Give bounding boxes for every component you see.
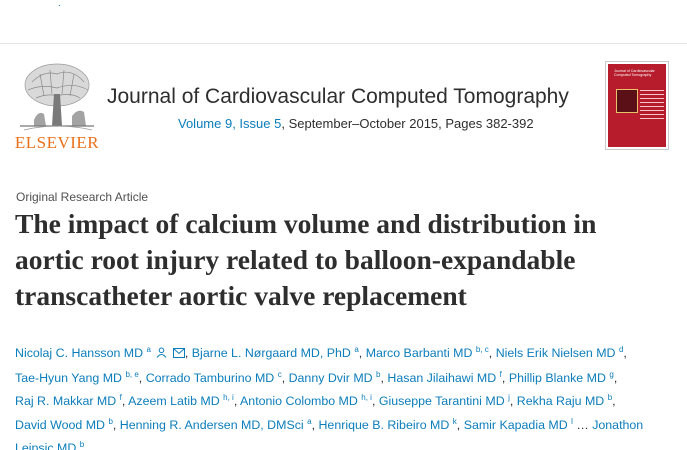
affiliation-sup[interactable]: h, i [223,393,234,402]
author-link[interactable]: Marco Barbanti MD [365,346,473,360]
affiliation-sup[interactable]: l [571,416,573,426]
volume-issue-link[interactable]: Volume 9, Issue 5 [178,116,282,131]
email-icon[interactable] [172,345,185,365]
author-link[interactable]: Raj R. Makkar MD [15,394,117,408]
author-link[interactable]: Danny Dvir MD [288,370,373,385]
cover-image [616,89,638,113]
journal-title[interactable]: Journal of Cardiovascular Computed Tomog… [107,85,569,108]
affiliation-sup[interactable]: a [146,345,151,354]
top-link-fragment[interactable]: . [58,0,61,9]
affiliation-sup[interactable]: f [499,369,502,379]
author-link[interactable]: Leipsic MD [15,441,77,450]
author-link[interactable]: Antonio Colombo MD [240,394,358,408]
article-type: Original Research Article [16,190,149,204]
affiliation-sup[interactable]: k [452,416,457,426]
article-title-line: aortic root injury related to balloon-ex… [15,244,576,275]
author-list: Nicolaj C. Hansson MD a , Bjarne L. Nørg… [15,340,687,450]
affiliation-sup[interactable]: b [108,416,113,426]
author-link[interactable]: Nicolaj C. Hansson MD [15,346,144,360]
author-line: Leipsic MD b [15,435,687,450]
article-title-line: The impact of calcium volume and distrib… [15,208,597,239]
issue-details: , September–October 2015, Pages 382-392 [281,116,534,131]
elsevier-logo[interactable] [14,60,100,150]
affiliation-sup[interactable]: b, e [125,369,139,379]
cover-text-lines [640,90,664,120]
author-link[interactable]: Niels Erik Nielsen MD [495,346,616,360]
author-link[interactable]: Azeem Latib MD [128,394,220,408]
author-line: Raj R. Makkar MD f, Azeem Latib MD h, i,… [15,393,616,408]
author-link[interactable]: Henrique B. Ribeiro MD [318,417,450,432]
author-link[interactable]: Giuseppe Tarantini MD [378,394,505,408]
article-title-line: transcatheter aortic valve replacement [15,280,467,311]
article-title: The impact of calcium volume and distrib… [15,206,685,314]
author-line: Nicolaj C. Hansson MD a , Bjarne L. Nørg… [15,340,687,365]
top-navigation-strip: . [0,0,687,44]
author-link[interactable]: Henning R. Andersen MD, DMSci [119,417,304,432]
affiliation-sup[interactable]: f [119,393,122,402]
publisher-name[interactable]: ELSEVIER [14,133,100,152]
journal-issue-info: Volume 9, Issue 5, September–October 201… [178,116,534,131]
affiliation-sup[interactable]: a [307,416,312,426]
affiliation-sup[interactable]: a [354,345,359,354]
author-line: David Wood MD b, Henning R. Andersen MD,… [15,416,644,432]
author-link[interactable]: Bjarne L. Nørgaard MD, PhD [191,346,351,360]
author-link[interactable]: Phillip Blanke MD [508,370,606,385]
author-link[interactable]: Jonathon [592,417,644,432]
author-link[interactable]: Samir Kapadia MD [463,417,568,432]
affiliation-sup[interactable]: b [376,369,381,379]
affiliation-sup[interactable]: j [508,393,510,402]
author-link[interactable]: Rekha Raju MD [516,394,605,408]
affiliation-sup[interactable]: c [277,369,282,379]
cover-background: Journal of Cardiovascular Computed Tomog… [608,64,666,147]
affiliation-sup[interactable]: h, i [361,393,372,402]
affiliation-sup[interactable]: b, c [475,345,489,354]
affiliation-sup[interactable]: d [618,345,624,354]
author-link[interactable]: Corrado Tamburino MD [145,370,275,385]
author-line: Tae-Hyun Yang MD b, e, Corrado Tamburino… [15,369,618,385]
cover-title: Journal of Cardiovascular Computed Tomog… [614,69,655,78]
more-authors-ellipsis[interactable]: … [576,417,589,432]
author-link[interactable]: Tae-Hyun Yang MD [15,370,122,385]
person-icon[interactable] [156,345,167,365]
affiliation-sup[interactable]: g [609,369,614,379]
author-link[interactable]: Hasan Jilaihawi MD [387,370,497,385]
journal-cover-thumbnail[interactable]: Journal of Cardiovascular Computed Tomog… [605,61,669,150]
elsevier-tree-icon [14,60,100,134]
affiliation-sup[interactable]: b [79,440,85,449]
author-link[interactable]: David Wood MD [15,417,105,432]
affiliation-sup[interactable]: b [607,393,613,402]
